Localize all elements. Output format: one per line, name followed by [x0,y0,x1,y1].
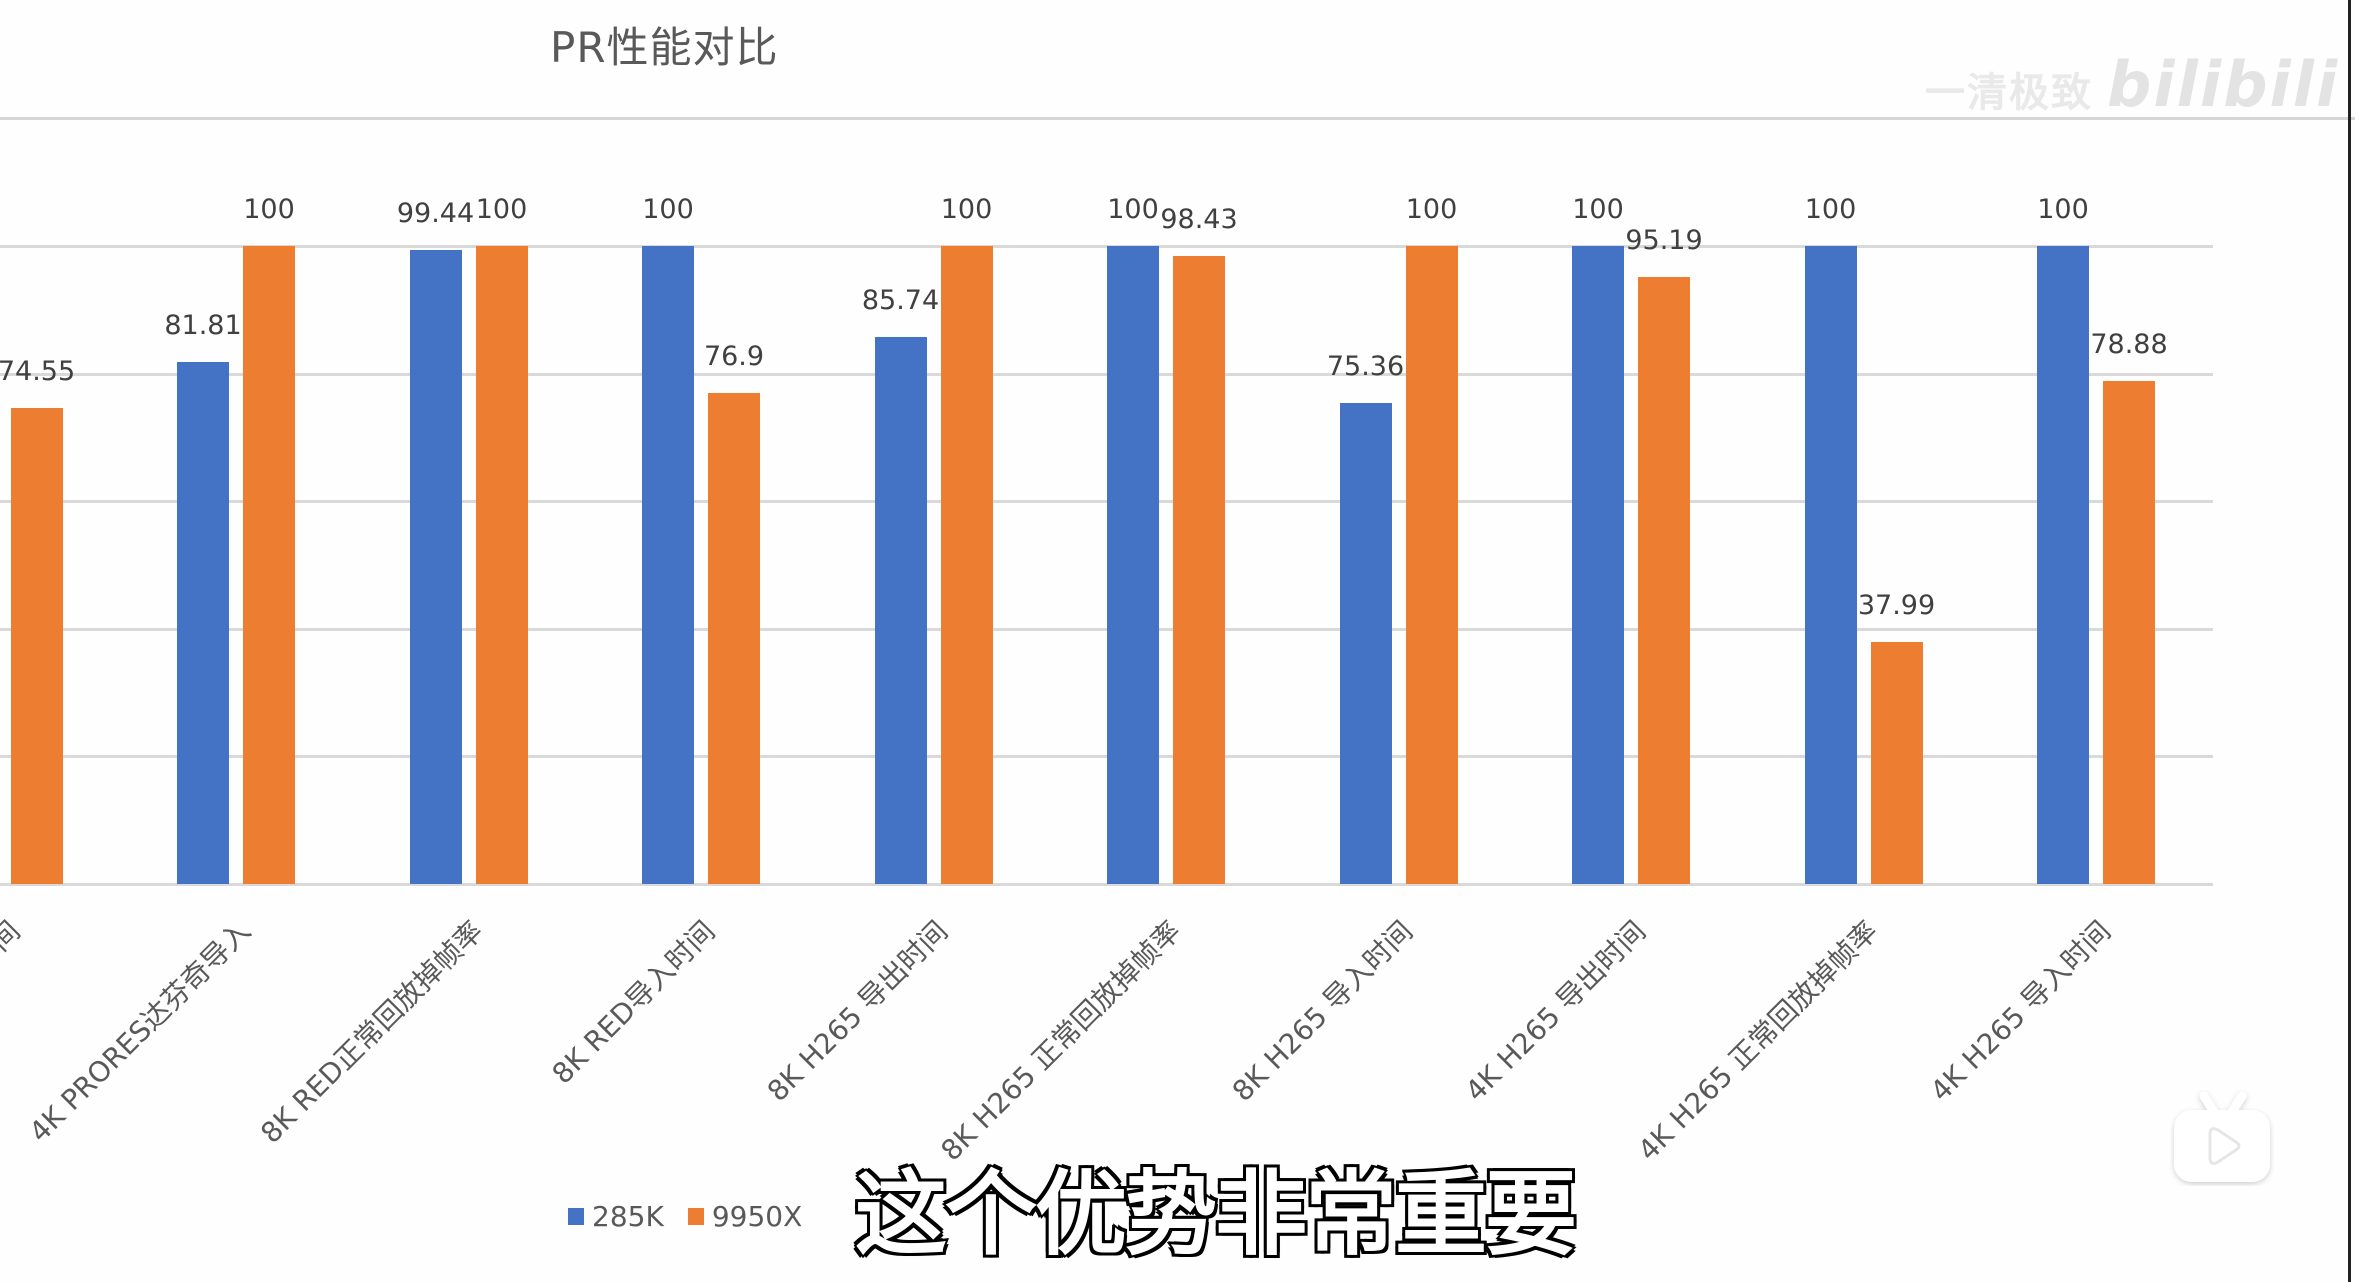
data-label: 99.44 [396,197,475,229]
category-label: 4K H265 导入时间 [1923,914,2117,1108]
category-label: 8K H265 导出时间 [760,914,955,1108]
data-label: 75.36 [1326,351,1405,383]
bar-285k [409,249,462,884]
data-label: 100 [475,194,528,225]
bar-285k [1572,246,1624,884]
data-label: 78.88 [2090,328,2168,360]
bar-9950x [2103,380,2155,884]
gridline [0,627,2213,631]
data-label: 85.74 [861,284,940,316]
chart-legend: 285K 9950X [568,1200,802,1233]
data-label: 100 [243,194,295,225]
gridline [0,372,2213,376]
bar-9950x [1405,246,1458,884]
data-label: 100 [1804,194,1857,225]
video-subtitle: 这个优势非常重要 [853,1159,1579,1270]
gridline [0,755,2213,759]
data-label: 100 [1405,194,1458,225]
data-label: 81.81 [164,310,242,342]
bilibili-logo-icon: bilibili [2107,48,2340,121]
bilibili-tv-play-button[interactable] [2170,1090,2274,1186]
legend-item-9950x: 9950X [687,1200,803,1233]
bar-9950x [940,246,993,884]
tv-play-icon [2174,1091,2270,1182]
bar-9950x [10,408,63,884]
watermark-channel: 一清极致 [1925,70,2093,116]
category-label-clipped: 间 [0,914,27,958]
category-label: 8K RED正常回放掉帧率 [253,914,490,1150]
bar-9950x [1173,256,1225,884]
gridline [0,883,2213,886]
data-label: 76.9 [703,341,765,373]
bar-9950x [1638,276,1690,884]
watermark: 一清极致 bilibili [1925,48,2339,121]
category-label: 8K RED导入时间 [545,914,722,1091]
title-divider [0,117,2355,120]
data-label: 100 [642,194,694,225]
legend-label-285k: 285K [592,1200,664,1233]
bar-285k [1107,246,1159,884]
chart-title: PR性能对比 [550,23,779,72]
data-label: 74.55 [0,356,76,388]
data-label: 95.19 [1625,224,1703,256]
data-label: 37.99 [1857,589,1936,621]
legend-swatch-9950x [687,1208,704,1225]
category-label: 8K H265 正常回放掉帧率 [933,914,1187,1168]
bar-285k [177,362,229,884]
data-label: 98.43 [1160,204,1238,236]
bar-9950x [243,246,295,884]
bar-285k [1804,246,1857,884]
category-label: 4K H265 导出时间 [1458,914,1652,1108]
gridline [0,500,2213,504]
frame-right-edge [2348,0,2351,1282]
bar-285k [642,246,694,884]
bar-285k [874,336,927,884]
bar-285k [1339,403,1392,884]
bar-9950x [708,393,760,884]
data-label: 100 [2037,194,2089,225]
data-label: 100 [940,194,993,225]
data-label: 100 [1572,194,1624,225]
legend-label-9950x: 9950X [711,1200,803,1233]
category-label: 4K PRORES达芬奇导入 [22,914,257,1149]
gridline [0,245,2213,248]
legend-item-285k: 285K [568,1200,664,1233]
bar-9950x [1870,641,1923,884]
bar-285k [2037,246,2089,884]
category-label: 4K H265 正常回放掉帧率 [1631,914,1885,1168]
bar-9950x [475,246,528,884]
category-label: 8K H265 导入时间 [1225,914,1420,1108]
legend-swatch-285k [568,1208,584,1225]
data-label: 100 [1107,194,1159,225]
